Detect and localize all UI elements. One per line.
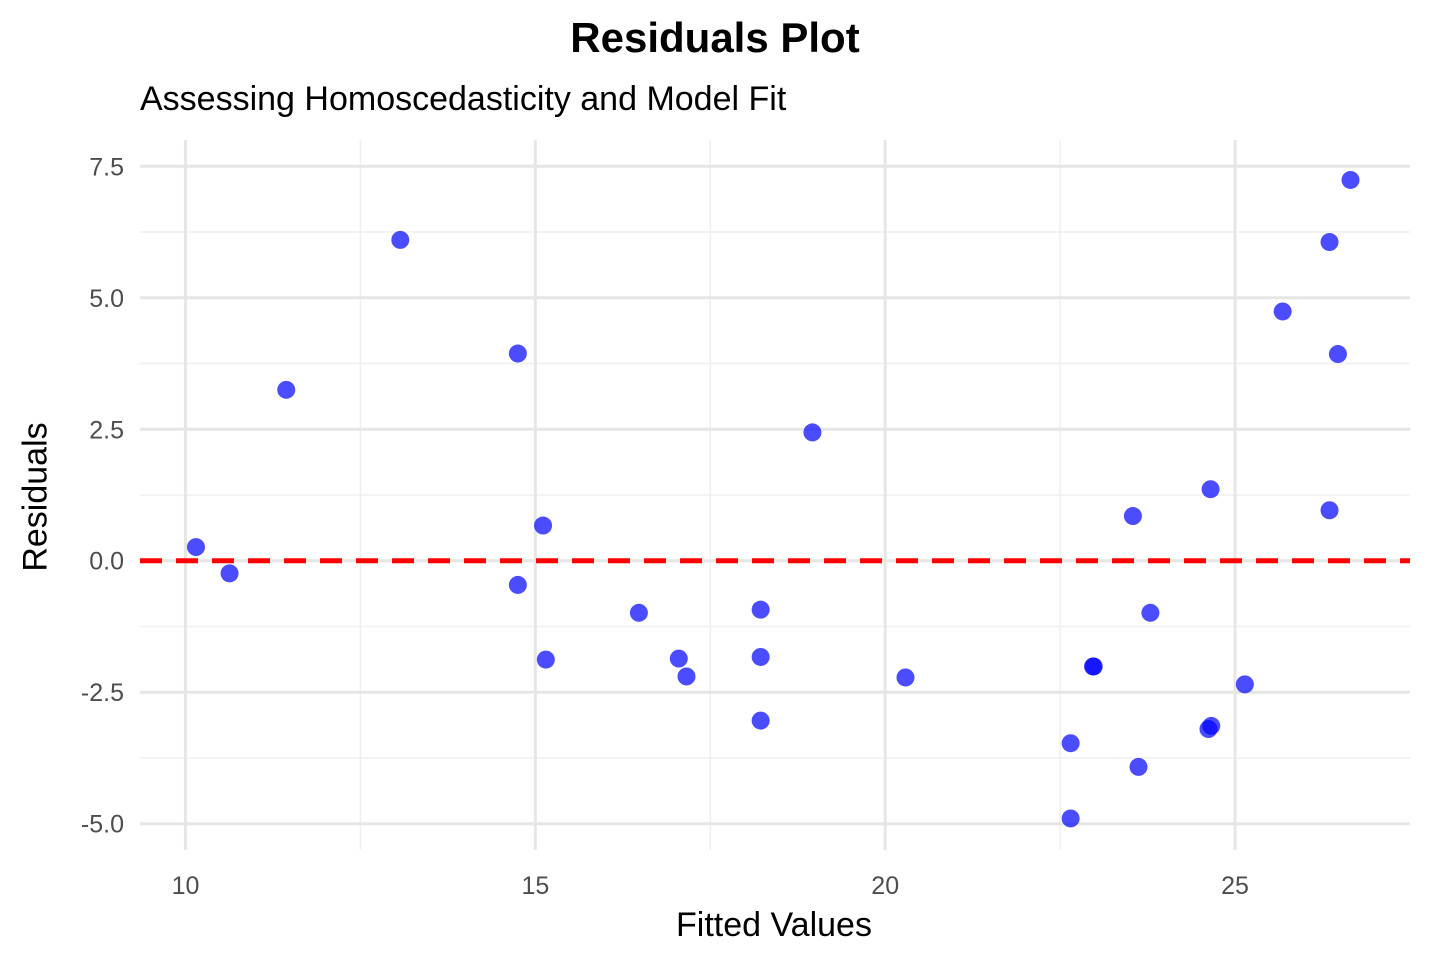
x-tick-label: 15 [521, 872, 549, 900]
chart-title: Residuals Plot [570, 14, 860, 61]
x-tick-label: 20 [871, 872, 899, 900]
data-point [186, 538, 205, 557]
y-tick-label: -5.0 [81, 811, 124, 839]
data-point [1123, 507, 1142, 526]
data-point [1320, 501, 1339, 520]
data-point [751, 711, 770, 730]
data-point [677, 667, 696, 686]
data-point [1202, 716, 1221, 735]
data-point [508, 344, 527, 363]
data-point [277, 380, 296, 399]
data-point [1084, 657, 1103, 676]
y-tick-label: 0.0 [89, 548, 124, 576]
data-point [1320, 233, 1339, 252]
x-axis-ticks: 10 15 20 25 [172, 872, 1249, 900]
data-point [751, 647, 770, 666]
y-tick-label: 5.0 [89, 285, 124, 313]
data-point [669, 649, 688, 668]
data-point [1061, 809, 1080, 828]
data-point [629, 603, 648, 622]
x-tick-label: 10 [172, 872, 200, 900]
data-point [220, 564, 239, 583]
data-point [896, 668, 915, 687]
data-point [536, 650, 555, 669]
grid [140, 140, 1410, 850]
data-point [1141, 603, 1160, 622]
data-point [1061, 734, 1080, 753]
y-tick-label: 7.5 [89, 153, 124, 181]
data-point [534, 516, 553, 535]
y-tick-label: -2.5 [81, 679, 124, 707]
data-point [1235, 675, 1254, 694]
chart-subtitle: Assessing Homoscedasticity and Model Fit [140, 80, 787, 118]
data-point [1129, 757, 1148, 776]
data-point [391, 230, 410, 249]
data-point [1201, 480, 1220, 499]
x-tick-label: 25 [1221, 872, 1249, 900]
x-axis-label: Fitted Values [676, 906, 872, 944]
data-point [751, 600, 770, 619]
data-point [508, 575, 527, 594]
data-points [186, 170, 1360, 828]
data-point [1328, 345, 1347, 364]
data-point [1341, 170, 1360, 189]
data-point [1273, 302, 1292, 321]
data-point [803, 423, 822, 442]
y-axis-ticks: -5.0 -2.5 0.0 2.5 5.0 7.5 [81, 153, 124, 838]
y-tick-label: 2.5 [89, 416, 124, 444]
